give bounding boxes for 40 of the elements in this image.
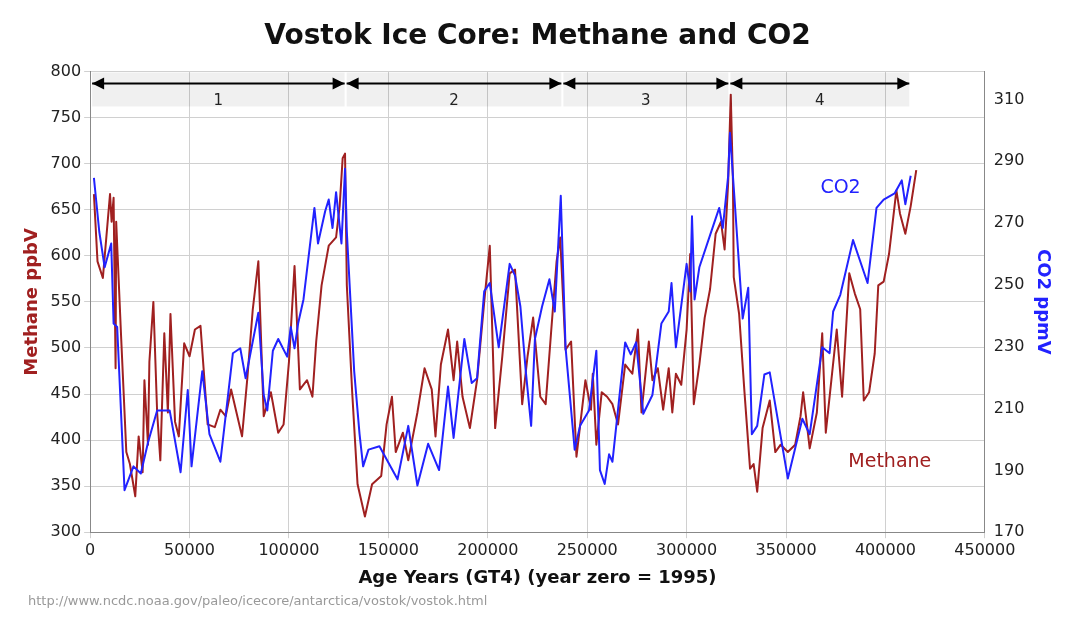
x-tick-label: 350000 <box>755 539 817 559</box>
y2-tick-label: 250 <box>993 274 1025 294</box>
band-label: 2 <box>449 90 459 109</box>
y-tick-label: 450 <box>50 383 82 403</box>
y2-tick-label: 170 <box>993 521 1025 541</box>
x-tick-label: 150000 <box>357 539 419 559</box>
y2-tick-label: 310 <box>993 88 1025 108</box>
x-tick-label: 0 <box>85 539 96 559</box>
x-tick-label: 400000 <box>854 539 916 559</box>
chart-title: Vostok Ice Core: Methane and CO2 <box>264 18 811 52</box>
x-axis-title: Age Years (GT4) (year zero = 1995) <box>358 565 717 587</box>
x-tick-label: 450000 <box>954 539 1016 559</box>
y-tick-label: 300 <box>50 521 82 541</box>
y2-tick-label: 290 <box>993 150 1025 170</box>
x-tick-label: 50000 <box>164 539 216 559</box>
y2-tick-label: 210 <box>993 397 1025 417</box>
y-axis-title: Methane ppbV <box>20 228 42 376</box>
y-tick-label: 500 <box>50 337 82 357</box>
y-tick-label: 800 <box>50 60 82 80</box>
y2-tick-label: 270 <box>993 212 1025 232</box>
series-label: Methane <box>848 449 932 472</box>
y-tick-label: 700 <box>50 152 82 172</box>
x-tick-label: 300000 <box>656 539 718 559</box>
y-tick-label: 750 <box>50 106 82 126</box>
series-label: CO2 <box>820 174 861 197</box>
y2-tick-label: 190 <box>993 459 1025 479</box>
y-tick-label: 550 <box>50 291 82 311</box>
band-label: 3 <box>641 90 651 109</box>
band-label: 4 <box>815 90 825 109</box>
y-tick-label: 400 <box>50 429 82 449</box>
band-label: 1 <box>213 90 224 109</box>
x-tick-label: 200000 <box>457 539 519 559</box>
text: http://www.ncdc.noaa.gov/paleo/icecore/antarctica/vostok/vostok.html <box>27 593 489 608</box>
x-tick-label: 100000 <box>258 539 320 559</box>
y2-axis-title: CO2 ppmV <box>1033 249 1055 355</box>
y-tick-label: 650 <box>50 198 82 218</box>
y-tick-label: 600 <box>50 245 82 264</box>
y-tick-label: 350 <box>50 475 82 495</box>
x-tick-label: 250000 <box>556 539 618 559</box>
y2-tick-label: 230 <box>993 335 1025 355</box>
